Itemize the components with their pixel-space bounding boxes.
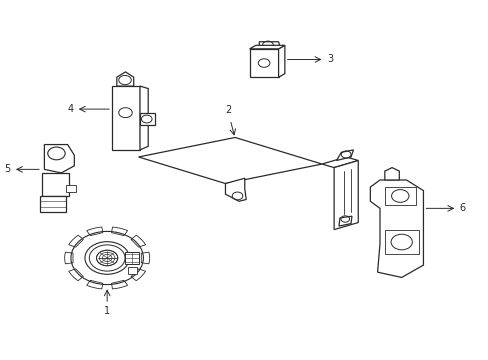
Polygon shape — [384, 168, 399, 180]
Polygon shape — [249, 49, 278, 77]
Text: 1: 1 — [104, 306, 110, 316]
Polygon shape — [66, 185, 76, 192]
Polygon shape — [125, 252, 138, 264]
Polygon shape — [42, 173, 68, 196]
Circle shape — [390, 234, 411, 250]
Polygon shape — [44, 145, 74, 173]
Polygon shape — [140, 113, 155, 125]
Text: 3: 3 — [326, 54, 332, 64]
Polygon shape — [333, 161, 358, 230]
Polygon shape — [384, 187, 415, 205]
Polygon shape — [259, 42, 280, 49]
Polygon shape — [369, 180, 423, 278]
Polygon shape — [117, 72, 133, 86]
Text: 2: 2 — [224, 105, 230, 116]
Polygon shape — [338, 216, 351, 226]
Text: 4: 4 — [67, 104, 73, 114]
Text: 5: 5 — [4, 165, 11, 174]
Circle shape — [391, 190, 408, 202]
Polygon shape — [128, 267, 137, 274]
Text: 6: 6 — [459, 203, 465, 213]
Polygon shape — [112, 86, 140, 150]
Polygon shape — [249, 45, 285, 49]
Polygon shape — [336, 150, 353, 161]
Polygon shape — [140, 86, 148, 150]
Polygon shape — [384, 230, 418, 255]
Polygon shape — [138, 138, 322, 184]
Polygon shape — [40, 196, 66, 212]
Polygon shape — [225, 178, 246, 201]
Polygon shape — [322, 157, 358, 168]
Polygon shape — [278, 45, 285, 77]
